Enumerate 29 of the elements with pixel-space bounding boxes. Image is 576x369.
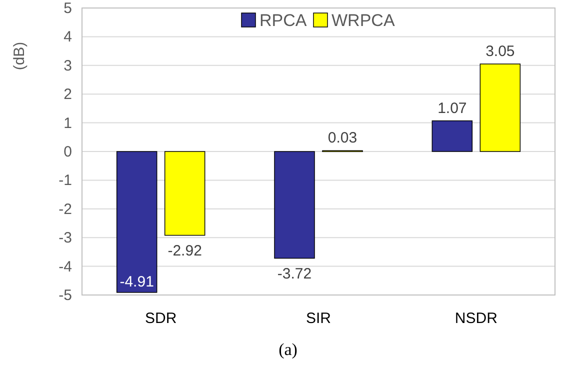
text: (a) [278,340,298,359]
data-label: 3.05 [486,42,515,60]
bar [274,151,315,259]
y-tick-label: 0 [64,144,72,160]
y-tick-label: 5 [64,0,72,17]
data-label: -4.91 [120,273,154,290]
data-label: 0.03 [328,130,358,147]
y-tick-label: -3 [58,230,72,247]
bar [116,151,158,293]
x-tick-label: SIR [306,310,332,327]
legend-label: WRPCA [332,11,396,30]
bar [164,151,206,236]
y-tick-label: 1 [64,114,72,132]
y-tick-label: 4 [64,28,72,46]
y-axis-title: (dB) [11,42,28,70]
y-tick-label: -1 [58,172,72,190]
y-tick-label: -4 [58,258,72,276]
x-tick-label: SDR [144,310,177,327]
bar [432,120,473,152]
y-tick-label: 3 [64,57,72,74]
data-label: -2.92 [168,242,202,260]
bar [480,64,521,152]
data-label: 1.07 [438,100,467,117]
x-tick-label: NSDR [454,310,498,327]
y-tick-label: -2 [58,200,72,218]
legend-label: RPCA [260,11,308,30]
y-tick-label: 2 [64,86,72,104]
y-tick-label: -5 [58,287,72,304]
data-label: -3.72 [277,265,312,282]
